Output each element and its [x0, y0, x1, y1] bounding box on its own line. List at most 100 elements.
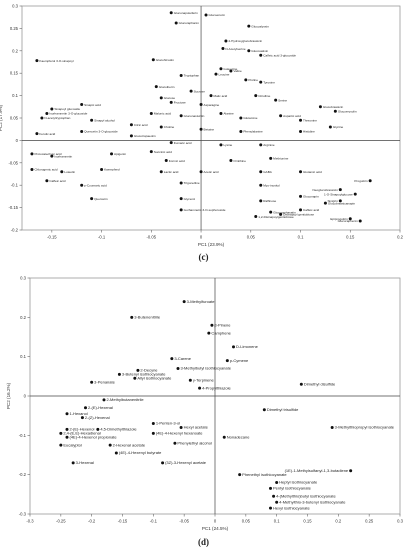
chart-c-point-label: Citrulline	[258, 94, 270, 98]
chart-c-data-point	[154, 85, 158, 89]
chart-c-point-label: Proline	[248, 78, 258, 82]
chart-c-point-label: Neoglucobrassicin	[313, 188, 339, 192]
chart-c-data-point	[100, 168, 104, 172]
chart-d-data-point	[170, 357, 174, 361]
chart-c-data-point	[169, 11, 173, 15]
chart-c-point-label: Trigonelline	[184, 181, 200, 185]
chart-c-y-tick-label: 0.3	[12, 4, 18, 9]
chart-c-data-point	[353, 192, 357, 196]
chart-c-point-label: Malic acid	[214, 94, 228, 98]
chart-d-data-point	[65, 412, 69, 416]
chart-c-point-label: Formic acid	[169, 159, 185, 163]
chart-d-point-label: 1-Hexanol	[70, 411, 88, 416]
chart-d-data-point	[232, 345, 235, 349]
chart-c-point-label: Fumaric acid	[174, 141, 192, 145]
chart-c-y-tick-label: 0.2	[12, 48, 18, 53]
chart-c-data-point	[179, 114, 183, 118]
chart-c-data-point	[50, 107, 54, 111]
chart-c-point-label: Glucose	[164, 96, 176, 100]
chart-d-point-label: Nonadecane	[227, 435, 250, 440]
chart-c-x-axis-label: PC1 (23.9%)	[198, 242, 225, 247]
chart-c-data-point	[179, 208, 183, 212]
chart-d-point-label: Phenylethyl alcohol	[177, 440, 212, 445]
chart-c-point-label: Gluconapoleiferin	[174, 11, 198, 15]
chart-c-point-label: Raffinose	[263, 199, 276, 203]
chart-c-point-label: N-acetyltryptophan	[44, 116, 70, 120]
chart-c-point-label: Glucobrassicin	[323, 105, 344, 109]
chart-c-point-label: Isorhamnetin 3-O-glucoside	[49, 112, 87, 116]
chart-d-data-point	[80, 416, 84, 420]
chart-c-point-label: Glucoraphasatin	[273, 210, 296, 214]
chart-c-point-label: Tryptophan	[184, 74, 200, 78]
chart-d-point-label: (3Z)-3-Hexenyl acetate	[165, 460, 207, 465]
chart-c-data-point	[219, 112, 223, 116]
chart-c-data-point	[199, 103, 203, 107]
chart-d-data-point	[188, 378, 192, 382]
chart-d-data-point	[65, 427, 69, 431]
chart-d-data-point	[59, 443, 63, 447]
chart-c-point-label: Histidine	[303, 130, 315, 134]
chart-c-point-label: Glutamine	[243, 116, 257, 120]
chart-c-point-label: p-Coumaric acid	[84, 183, 107, 187]
chart-c-data-point	[179, 181, 183, 185]
chart-d-data-point	[176, 366, 180, 370]
chart-d-point-label: 3-Penanate	[94, 379, 115, 384]
panel-label-d: (d)	[198, 537, 209, 547]
chart-c-data-point	[219, 143, 223, 147]
chart-c-data-point	[348, 217, 352, 221]
chart-d-point-label: 3-Butenenitrile	[134, 315, 161, 320]
chart-d-data-point	[161, 461, 165, 465]
chart-c-data-point	[179, 73, 183, 77]
chart-c-data-point	[279, 114, 283, 118]
chart-c-x-tick-label: -0.15	[47, 235, 57, 240]
chart-d-data-point	[117, 372, 121, 376]
chart-c-point-label: Ferulic acid	[39, 132, 55, 136]
chart-c-data-point	[60, 170, 64, 174]
chart-c-y-tick-label: -0.05	[8, 160, 18, 165]
chart-d-point-label: Hexyl isothiocyanate	[273, 505, 310, 510]
chart-c-point-label: Sucrose	[194, 89, 206, 93]
chart-d-data-point	[198, 386, 202, 390]
chart-c-data-point	[90, 197, 94, 201]
chart-c-data-point	[254, 94, 258, 98]
chart-d-y-axis-label: PC2 (16.2%)	[6, 382, 11, 409]
chart-d-data-point	[133, 376, 137, 380]
chart-c-point-label: Glucotropaeolin	[134, 134, 156, 138]
chart-d-point-label: 2,4-(E,E)-Hexadienal	[63, 431, 100, 436]
chart-c-point-label: Quercetin 3-O-glucoside	[84, 130, 118, 134]
chart-c-data-point	[214, 72, 218, 76]
chart-c-point-label: Ornithine	[233, 159, 246, 163]
pca-plot-d-svg: -0.3 -0.25 -0.2 -0.15 -0.1 -0.05 0 0.05 0.1 0.15 0…	[6, 276, 404, 532]
chart-d-data-point	[179, 425, 183, 429]
chart-c-data-point	[35, 59, 39, 63]
chart-d-data-point	[272, 494, 276, 498]
chart-c-point-label: Choline	[164, 125, 175, 129]
chart-c-point-label: Myo-inositol	[263, 183, 280, 187]
chart-d-data-point	[114, 451, 118, 455]
chart-c-y-tick-label: -0.1	[11, 183, 19, 188]
chart-c-data-point	[247, 24, 251, 28]
chart-d-point-label: 2-Decyne	[140, 368, 158, 373]
chart-c-data-point	[299, 170, 303, 174]
chart-c-point-label: Glucoraphenin	[338, 219, 358, 223]
chart-c-data-point	[80, 183, 84, 187]
chart-d-point-label: 3-Butenyl isothiocyanate	[122, 372, 166, 377]
chart-d-point-label: 4-Propylthiazole	[202, 385, 231, 390]
chart-d-data-point	[96, 427, 100, 431]
chart-c-point-label: Apigenin	[114, 152, 126, 156]
chart-c-x-tick-label: -0.05	[147, 235, 157, 240]
chart-d-data-point	[65, 435, 69, 439]
chart-c-point-label: Glucoerysolin	[338, 109, 357, 113]
chart-c-point-label: Chlorogenic acid	[34, 168, 57, 172]
chart-c-point-label: Glucosativin	[251, 49, 268, 53]
chart-c-data-point	[247, 49, 251, 53]
chart-d-data-point	[182, 300, 186, 304]
chart-d-point-label: 4-Methylthio-3-butenyl isothiocyanate	[279, 499, 346, 504]
chart-c-point-label: Arginine	[263, 143, 275, 147]
chart-c-data-point	[80, 103, 84, 107]
chart-c-data-point	[151, 58, 155, 62]
chart-c-point-label: Phenylalanine	[243, 130, 263, 134]
chart-d-point-label: D-Limonene	[236, 344, 259, 349]
chart-c-point-label: Glucoraphanin	[179, 21, 199, 25]
chart-c-point-label: Methionine	[273, 157, 288, 161]
